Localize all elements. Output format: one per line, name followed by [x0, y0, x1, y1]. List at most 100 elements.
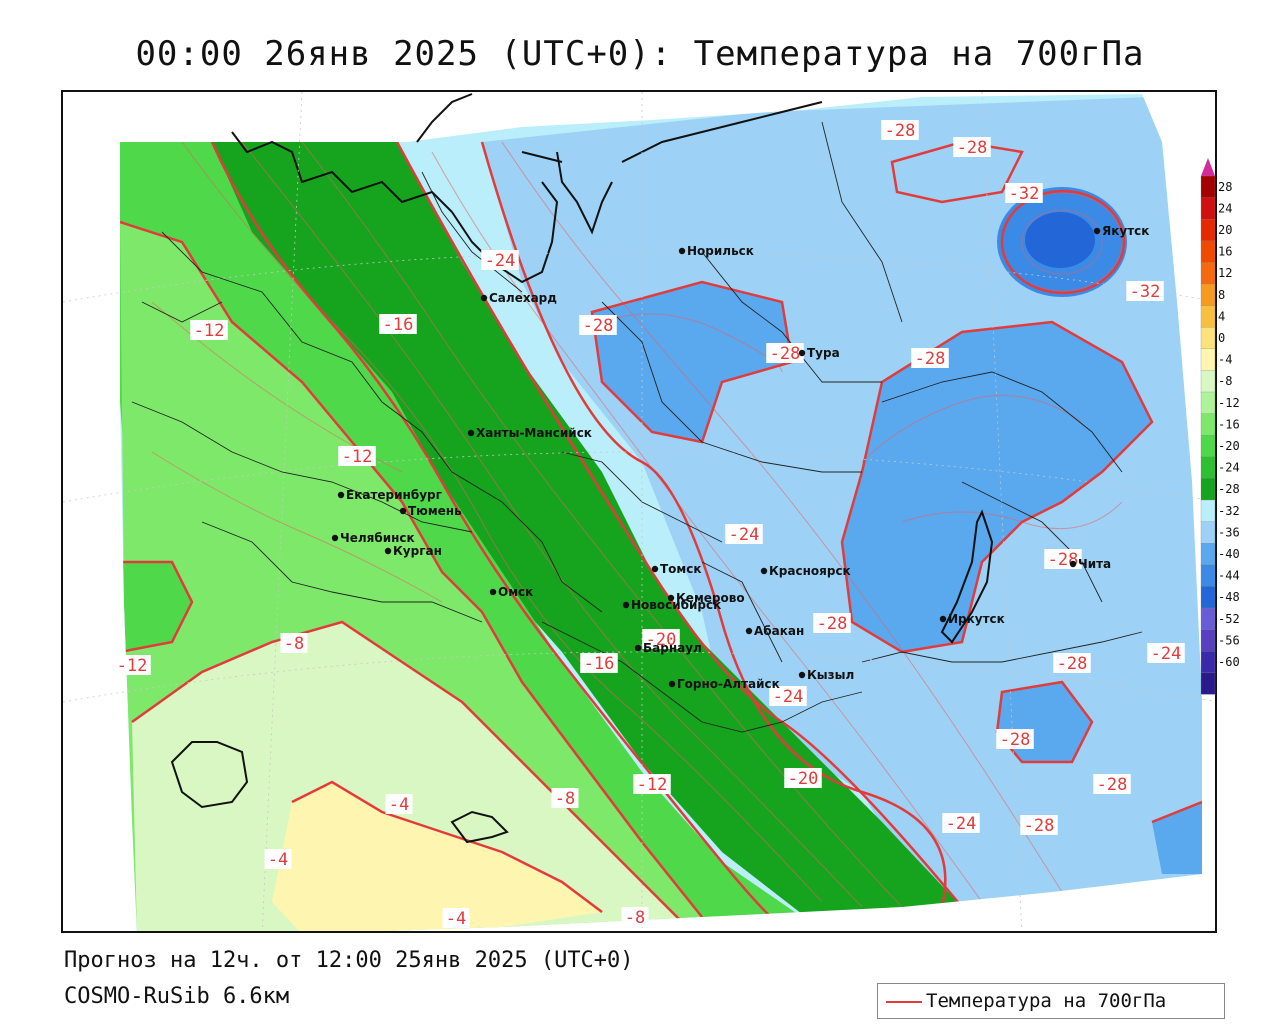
forecast-info: Прогноз на 12ч. от 12:00 25янв 2025 (UTC…: [64, 948, 634, 973]
colorbar-tick-label: -24: [1218, 461, 1240, 475]
contour-label: -28: [1097, 775, 1128, 795]
colorbar-swatch: [1200, 435, 1216, 458]
contour-label-bg: [633, 774, 671, 794]
contour-label-bg: [580, 653, 618, 673]
city-dot: [467, 429, 475, 437]
city-label: Красноярск: [769, 564, 851, 578]
colorbar-tick-label: -52: [1218, 612, 1240, 626]
city-dot: [399, 507, 407, 515]
city-label: Тура: [807, 346, 840, 360]
contour-label-bg: [113, 655, 151, 675]
contour-label: -32: [1009, 184, 1040, 204]
city-dot: [1069, 560, 1077, 568]
contour-label: -8: [625, 908, 645, 928]
city-dot: [651, 565, 659, 573]
contour-label-bg: [642, 629, 680, 649]
graticule: [63, 92, 1215, 931]
colorbar-swatch: [1200, 521, 1216, 544]
contour-label-bg: [784, 768, 822, 788]
colorbar-tick-label: 4: [1218, 309, 1225, 323]
contour-label: -24: [485, 251, 516, 271]
city-dot: [384, 547, 392, 555]
contour-label-bg: [1093, 774, 1131, 794]
contour-label: -16: [584, 654, 615, 674]
contour-label-bg: [338, 446, 376, 466]
contour-label-bg: [379, 314, 417, 334]
map-title: 00:00 26янв 2025 (UTC+0): Температура на…: [135, 34, 1145, 74]
colorbar-top-arrow: [1201, 158, 1215, 176]
colorbar-tick-label: 20: [1218, 223, 1232, 237]
colorbar-tick-label: 28: [1218, 180, 1232, 194]
city-dot: [939, 615, 947, 623]
contour-label: -28: [885, 121, 916, 141]
contour-label: -12: [117, 656, 148, 676]
contour-label: -4: [389, 795, 409, 815]
contour-label-bg: [769, 686, 807, 706]
contour-label: -32: [1130, 282, 1161, 302]
colorbar-tick-label: -4: [1218, 353, 1232, 367]
legend-line-swatch: [886, 1001, 922, 1003]
city-label: Кемерово: [676, 591, 745, 605]
contour-label: -16: [383, 315, 414, 335]
legend-label: Температура на 700гПа: [926, 990, 1167, 1012]
contour-label: -28: [915, 349, 946, 369]
colorbar-swatch: [1200, 283, 1216, 307]
city-label: Горно-Алтайск: [677, 677, 780, 691]
contour-label-bg: [881, 120, 919, 140]
contour-label-bg: [1020, 815, 1058, 835]
contour-label-bg: [1053, 653, 1091, 673]
city-label: Челябинск: [340, 531, 415, 545]
colorbar-tick-label: 16: [1218, 245, 1232, 259]
legend: Температура на 700гПа: [877, 983, 1225, 1019]
map-canvas: -28 -28 -32 -32 -24 -28 -28 -28 -16 -12 -12 -24 -28 -…: [63, 92, 1215, 931]
city-label: Тюмень: [408, 504, 462, 518]
colorbar-tick-label: 8: [1218, 288, 1225, 302]
colorbar-swatch: [1200, 327, 1216, 350]
colorbar-swatch: [1200, 651, 1216, 674]
colorbar-tick-label: -12: [1218, 396, 1240, 410]
contour-label: -28: [770, 344, 801, 364]
city-dot: [798, 671, 806, 679]
colorbar-swatch: [1200, 672, 1216, 696]
contour-label-bg: [813, 613, 851, 633]
colorbar-swatch: [1200, 305, 1216, 328]
colorbar-swatch: [1200, 413, 1216, 436]
colorbar-tick-label: 12: [1218, 266, 1232, 280]
city-dot: [337, 491, 345, 499]
colorbar-swatch: [1200, 629, 1216, 652]
contour-label-bg: [385, 794, 413, 814]
temperature-colorbar: 28 24 20 16 12 8 4 0 -4 -8 -12 -16 -20 -24 -28 -32 -36 -4…: [1200, 158, 1240, 696]
city-dot: [745, 627, 753, 635]
contour-labels: -28 -28 -32 -32 -24 -28 -28 -28 -16 -12 -12 -24 -28 -…: [113, 120, 1185, 929]
colorbar-swatch: [1200, 607, 1216, 631]
contour-label-bg: [1147, 643, 1185, 663]
contour-label-bg: [621, 907, 649, 927]
colorbar-tick-label: -48: [1218, 590, 1240, 604]
city-label: Кызыл: [807, 668, 854, 682]
contour-label-bg: [942, 813, 980, 833]
colorbar-swatch: [1200, 370, 1216, 393]
city-dot: [798, 349, 806, 357]
colorbar-tick-label: -44: [1218, 569, 1240, 583]
colorbar-swatch: [1200, 564, 1216, 588]
contour-label: -20: [646, 630, 677, 650]
city-label: Иркутск: [948, 612, 1005, 626]
contour-label-bg: [442, 908, 470, 928]
contour-label-bg: [551, 788, 579, 808]
colorbar-tick-label: -20: [1218, 439, 1240, 453]
contour-label: -8: [284, 634, 304, 654]
colorbar-swatch: [1200, 499, 1216, 523]
colorbar-swatch: [1200, 586, 1216, 609]
city-dot: [1093, 227, 1101, 235]
city-label: Якутск: [1102, 224, 1149, 238]
contour-label: -28: [817, 614, 848, 634]
city-markers: Норильск Салехард Тура Якутск Ханты-Мансийск…: [331, 224, 1149, 691]
city-label: Ханты-Мансийск: [476, 426, 592, 440]
contour-label: -24: [946, 814, 977, 834]
contour-label-bg: [190, 320, 228, 340]
colorbar-tick-label: -8: [1218, 374, 1232, 388]
colorbar-swatch: [1200, 478, 1216, 501]
colorbar-swatch: [1200, 240, 1216, 264]
contour-label-bg: [911, 348, 949, 368]
contour-label: -20: [788, 769, 819, 789]
